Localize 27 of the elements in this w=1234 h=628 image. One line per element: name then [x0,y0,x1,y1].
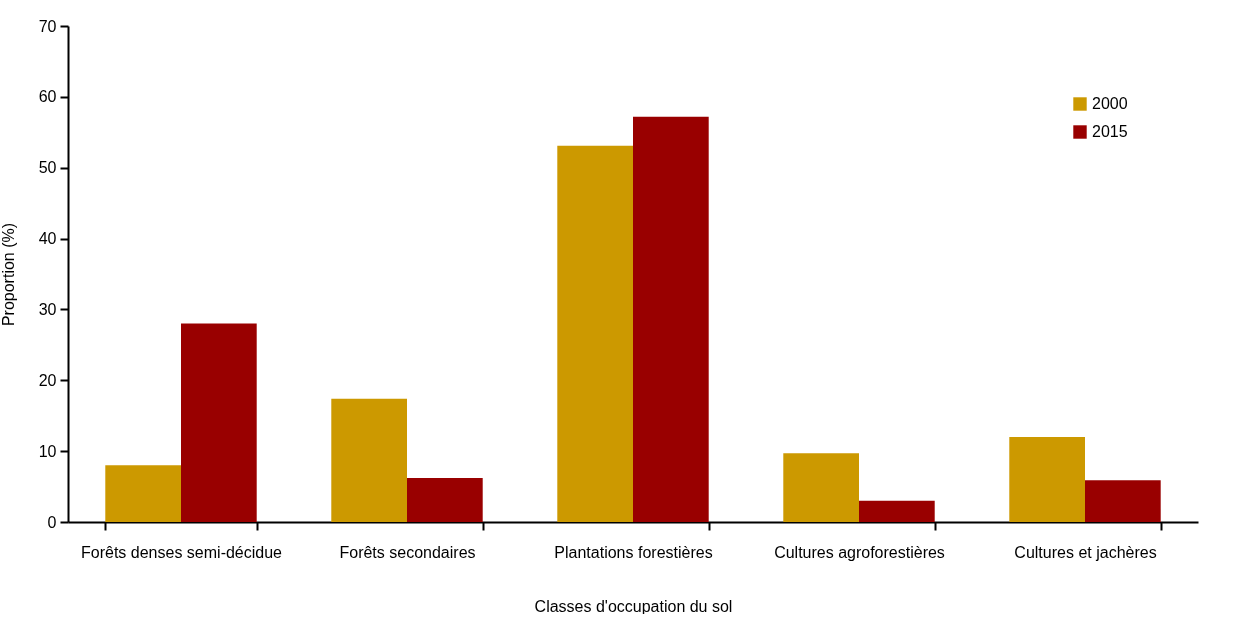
bar [1009,436,1085,522]
x-tick-label: Cultures agroforestières [774,543,945,561]
y-axis-title: Proportion (%) [0,222,17,327]
bar [859,500,935,522]
bar [331,398,407,522]
y-tick-label: 0 [47,513,57,531]
y-tick-label: 50 [38,159,57,177]
bar [181,323,257,522]
y-tick-label: 30 [38,300,57,318]
legend-label: 2000 [1092,95,1128,112]
bar [105,465,181,522]
x-tick-label: Cultures et jachères [1014,543,1157,561]
legend-label: 2015 [1092,123,1128,140]
bar [783,453,859,522]
y-tick-label: 40 [38,230,57,248]
x-tick-label: Forêts secondaires [339,543,476,561]
x-tick-label: Plantations forestières [554,543,713,561]
y-tick-label: 10 [38,442,57,460]
y-tick-label: 20 [38,371,57,389]
bar [633,116,709,522]
y-tick-label: 60 [38,88,57,106]
x-tick-label: Forêts denses semi-décidue [81,543,283,561]
x-axis-title: Classes d'occupation du sol [534,597,733,615]
bar [407,478,483,522]
y-tick-label: 70 [38,17,57,35]
bar [557,145,633,522]
bar [1085,480,1161,522]
